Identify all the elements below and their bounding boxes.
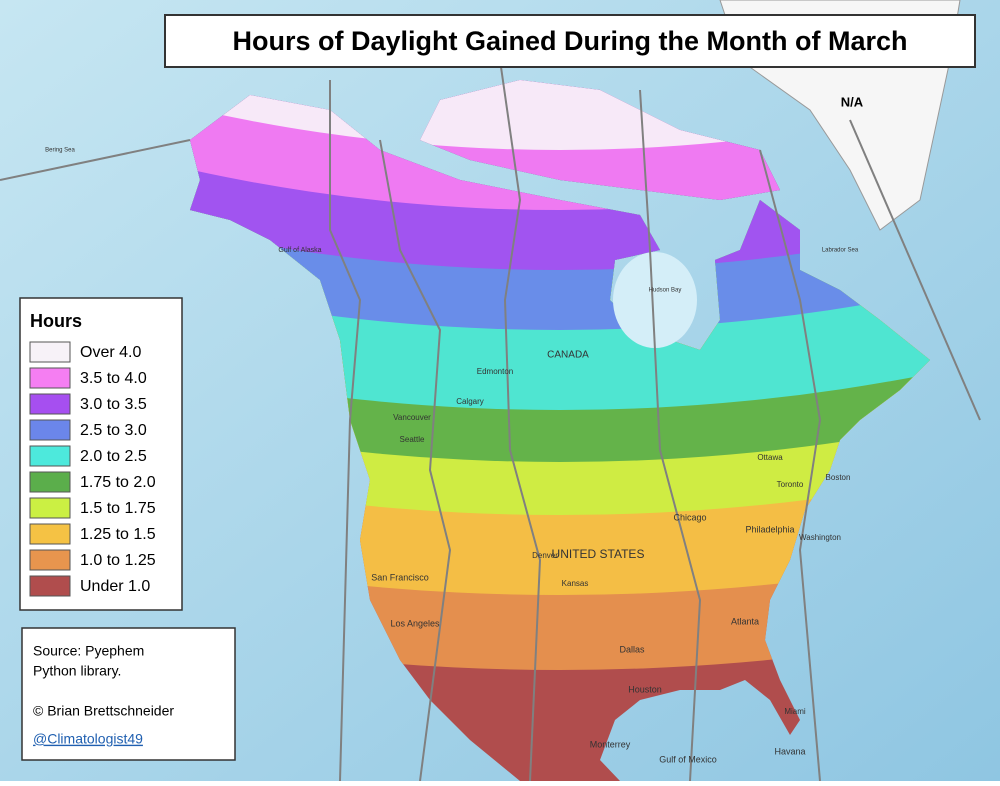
legend-swatch [29, 367, 71, 389]
hudson-bay [613, 252, 697, 348]
place-label: Edmonton [477, 367, 513, 376]
legend-label: 3.5 to 4.0 [80, 370, 147, 387]
title-box [164, 14, 976, 68]
place-label: Philadelphia [745, 524, 794, 534]
place-label: Ottawa [757, 453, 783, 462]
place-label: Monterrey [590, 739, 631, 749]
legend-label: 3.0 to 3.5 [80, 396, 147, 413]
legend-swatch [29, 471, 71, 493]
place-label: San Francisco [371, 572, 429, 582]
legend-label: Over 4.0 [80, 344, 141, 361]
title: Hours of Daylight Gained During the Mont… [233, 26, 908, 56]
source-box [21, 627, 236, 761]
handle[interactable]: @Climatologist49 [33, 731, 143, 747]
legend-swatch [29, 549, 71, 571]
place-label: Gulf of Mexico [659, 754, 717, 764]
source-line: Python library. [33, 663, 121, 679]
time-zone-lines [0, 59, 981, 782]
legend-title: Hours [30, 311, 82, 331]
legend-swatch [29, 523, 71, 545]
legend: Over 4.0 3.5 to 4.0 3.0 to 3.5 2.5 to 3.0 2.… [29, 341, 156, 597]
place-label: Los Angeles [390, 618, 440, 628]
source-line: Source: Pyephem [33, 643, 144, 659]
legend-label: 1.25 to 1.5 [80, 526, 156, 543]
map-labels: CANADA UNITED STATES Edmonton Calgary Vancou… [45, 148, 859, 765]
legend-swatch [29, 575, 71, 597]
legend-swatch [29, 445, 71, 467]
place-label: Labrador Sea [822, 248, 859, 254]
legend-swatch [29, 393, 71, 415]
place-label: Chicago [673, 512, 706, 522]
place-label: Hudson Bay [649, 288, 682, 294]
place-label: Miami [784, 707, 806, 716]
place-label: Calgary [456, 397, 484, 406]
place-label: CANADA [547, 350, 589, 361]
legend-swatch [29, 341, 71, 363]
legend-label: Under 1.0 [80, 578, 150, 595]
place-label: Vancouver [393, 413, 431, 422]
legend-label: 1.0 to 1.25 [80, 552, 156, 569]
legend-label: 2.5 to 3.0 [80, 422, 147, 439]
legend-swatch [29, 419, 71, 441]
legend-label: 1.5 to 1.75 [80, 500, 156, 517]
place-label: Gulf of Alaska [278, 247, 321, 254]
place-label: Boston [826, 473, 851, 482]
legend-label: 2.0 to 2.5 [80, 448, 147, 465]
place-label: Bering Sea [45, 148, 75, 154]
place-label: Seattle [400, 435, 425, 444]
place-label: Dallas [619, 644, 645, 654]
place-label: Toronto [777, 480, 804, 489]
place-label: Houston [628, 684, 662, 694]
na-label: N/A [841, 94, 864, 109]
legend-swatch [29, 497, 71, 519]
place-label: Denver [532, 551, 558, 560]
legend-label: 1.75 to 2.0 [80, 474, 156, 491]
place-label: Atlanta [731, 616, 759, 626]
place-label: Washington [799, 533, 841, 542]
place-label: Havana [774, 746, 805, 756]
place-label: Kansas [562, 579, 589, 588]
credit: © Brian Brettschneider [33, 703, 174, 719]
place-label: UNITED STATES [552, 547, 645, 561]
